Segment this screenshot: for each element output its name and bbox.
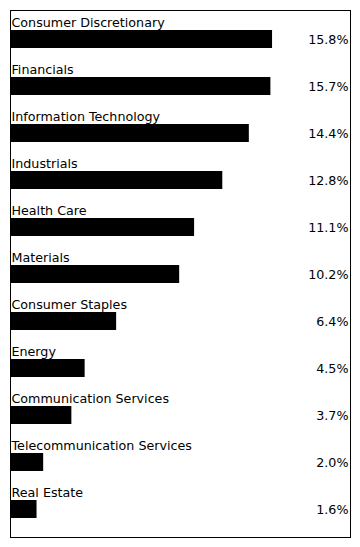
svg-text:Industrials: Industrials: [12, 156, 78, 171]
svg-text:Consumer Staples: Consumer Staples: [12, 297, 128, 312]
svg-text:1.6%: 1.6%: [316, 502, 348, 517]
svg-text:6.4%: 6.4%: [316, 314, 348, 329]
svg-text:Energy: Energy: [12, 344, 57, 359]
svg-text:Communication Services: Communication Services: [12, 391, 170, 406]
svg-text:Real Estate: Real Estate: [12, 485, 84, 500]
svg-text:2.0%: 2.0%: [316, 455, 348, 470]
svg-text:12.8%: 12.8%: [308, 173, 348, 188]
svg-text:15.7%: 15.7%: [308, 79, 348, 94]
svg-text:14.4%: 14.4%: [308, 126, 348, 141]
svg-text:Health Care: Health Care: [12, 203, 87, 218]
svg-text:15.8%: 15.8%: [308, 32, 348, 47]
svg-text:11.1%: 11.1%: [308, 220, 348, 235]
svg-text:Telecommunication Services: Telecommunication Services: [11, 438, 192, 453]
svg-text:4.5%: 4.5%: [316, 361, 348, 376]
svg-text:10.2%: 10.2%: [308, 267, 348, 282]
svg-text:Financials: Financials: [12, 62, 74, 77]
svg-text:Materials: Materials: [12, 250, 70, 265]
svg-text:3.7%: 3.7%: [316, 408, 348, 423]
svg-text:Information Technology: Information Technology: [12, 109, 161, 124]
svg-text:Consumer Discretionary: Consumer Discretionary: [12, 15, 166, 30]
